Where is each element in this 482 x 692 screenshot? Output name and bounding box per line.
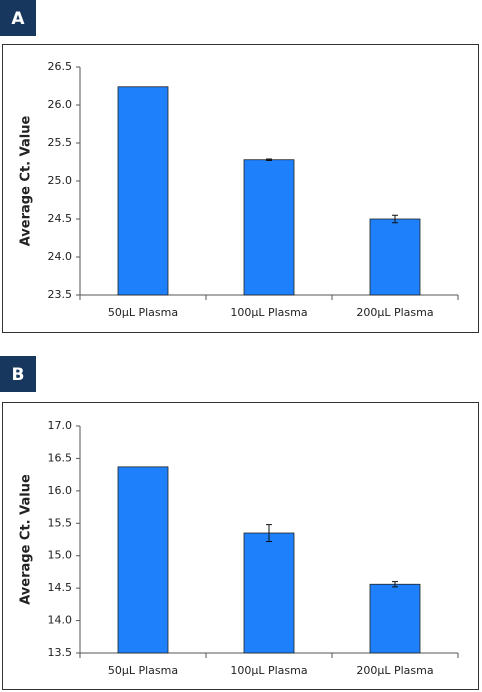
chart-frame [2, 44, 479, 333]
y-axis-title: Average Ct. Value [19, 474, 34, 605]
y-tick-label: 14.0 [48, 614, 73, 627]
error-bar [392, 581, 398, 588]
bar [117, 86, 169, 296]
x-tick-label: 100µL Plasma [230, 664, 307, 677]
y-tick-label: 14.5 [48, 581, 73, 594]
panel-label: A [11, 9, 25, 29]
y-axis-title: Average Ct. Value [19, 116, 34, 247]
x-tick-label: 50µL Plasma [108, 306, 178, 319]
bar [369, 218, 421, 296]
x-tick-label: 100µL Plasma [230, 306, 307, 319]
x-tick-label: 200µL Plasma [356, 664, 433, 677]
y-tick-label: 26.0 [48, 98, 73, 111]
bar [369, 583, 421, 654]
panel-badge [0, 356, 36, 392]
bar [243, 159, 295, 296]
y-tick-label: 13.5 [48, 646, 73, 659]
y-tick-label: 24.0 [48, 250, 73, 263]
chart-frame [2, 402, 479, 690]
error-bar [266, 158, 272, 161]
y-tick-label: 15.0 [48, 549, 73, 562]
y-tick-label: 23.5 [48, 288, 73, 301]
y-tick-label: 15.5 [48, 516, 73, 529]
y-tick-label: 26.5 [48, 60, 73, 73]
y-tick-label: 16.0 [48, 484, 73, 497]
panel-badge [0, 0, 36, 36]
bar [243, 532, 295, 654]
x-tick-label: 200µL Plasma [356, 306, 433, 319]
x-tick-label: 50µL Plasma [108, 664, 178, 677]
y-tick-label: 25.5 [48, 136, 73, 149]
y-tick-label: 17.0 [48, 419, 73, 432]
y-tick-label: 24.5 [48, 212, 73, 225]
error-bar [392, 214, 398, 224]
y-tick-label: 16.5 [48, 451, 73, 464]
panel-label: B [12, 365, 25, 385]
bar [117, 466, 169, 654]
y-tick-label: 25.0 [48, 174, 73, 187]
error-bar [266, 524, 272, 542]
